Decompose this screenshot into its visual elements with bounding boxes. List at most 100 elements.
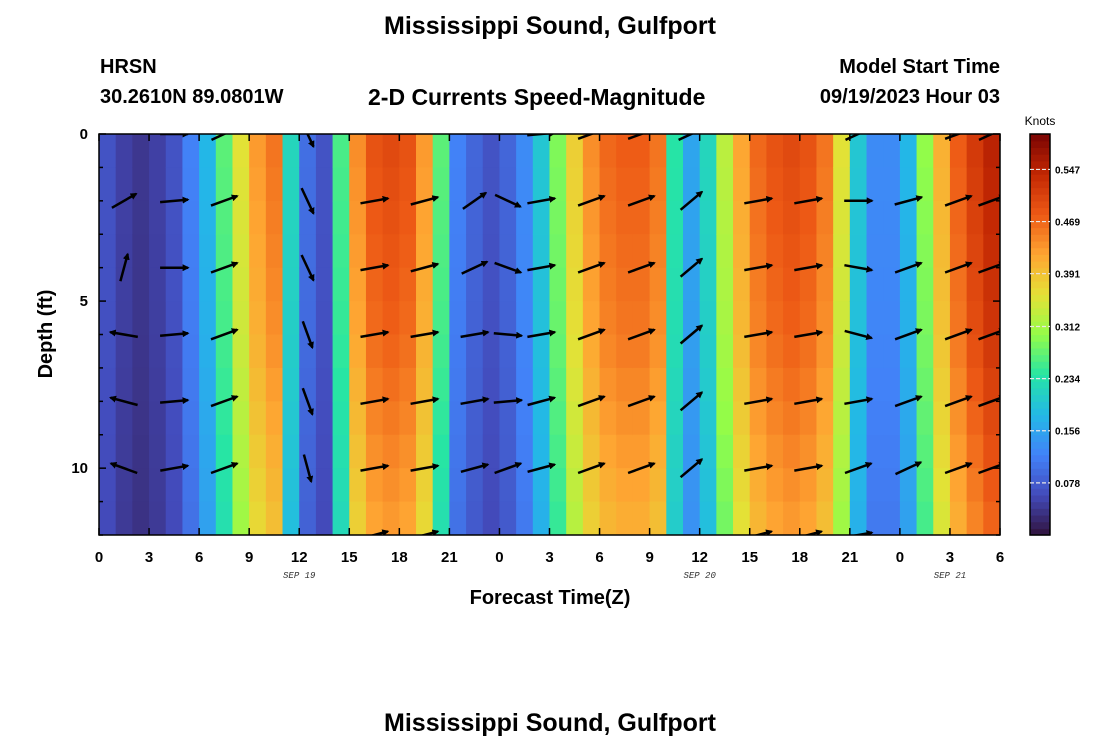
heatmap-cell: [666, 234, 684, 269]
heatmap-cell: [482, 334, 501, 369]
heatmap-cell: [349, 401, 367, 436]
heatmap-cell: [182, 367, 200, 402]
heatmap-cell: [482, 134, 501, 169]
heatmap-cell: [616, 301, 634, 336]
current-arrow: [160, 463, 190, 472]
heatmap-cell: [449, 301, 467, 336]
heatmap-cell: [883, 434, 901, 469]
current-arrow: [577, 261, 606, 274]
heatmap-cell: [466, 167, 484, 202]
heatmap-cell: [532, 301, 551, 336]
station-id: HRSN: [100, 56, 157, 78]
heatmap-cell: [499, 401, 517, 436]
heatmap-cell: [199, 401, 217, 436]
heatmap-cell: [749, 200, 768, 235]
heatmap-cell: [499, 200, 517, 235]
current-arrow: [527, 195, 557, 205]
heatmap-cell: [916, 434, 934, 469]
heatmap-cell: [149, 267, 167, 302]
colorbar-segment: [1030, 294, 1050, 302]
heatmap-cell: [933, 234, 951, 269]
x-tick-label: 18: [791, 549, 808, 566]
heatmap-cell: [416, 134, 434, 169]
heatmap-cell: [132, 134, 150, 169]
heatmap-cell: [616, 468, 634, 503]
heatmap-cell: [566, 134, 584, 169]
current-arrow: [360, 195, 390, 205]
heatmap-cell: [899, 167, 918, 202]
colorbar-segment: [1030, 307, 1050, 316]
heatmap-cell: [149, 167, 167, 202]
x-tick-label: 3: [946, 549, 954, 566]
heatmap-cell: [332, 200, 350, 235]
heatmap-cell: [816, 234, 834, 269]
y-tick-label: 10: [71, 460, 88, 477]
heatmap-cell: [149, 434, 167, 469]
heatmap-cell: [149, 367, 167, 402]
heatmap-cell: [99, 401, 117, 436]
heatmap-cell: [449, 367, 467, 402]
colorbar-segment: [1030, 421, 1050, 429]
heatmap-cell: [716, 367, 734, 402]
current-arrow: [894, 261, 923, 274]
heatmap-cell: [265, 200, 284, 235]
heatmap-cell: [716, 334, 734, 369]
heatmap-cell: [733, 301, 751, 336]
heatmap-cell: [966, 367, 984, 402]
heatmap-cell: [883, 401, 901, 436]
heatmap-cell: [365, 334, 384, 369]
heatmap-cell: [449, 334, 467, 369]
heatmap-cell: [199, 267, 217, 302]
heatmap-cell: [432, 401, 450, 436]
heatmap-cell: [649, 434, 667, 469]
colorbar-segment: [1030, 147, 1050, 155]
colorbar-segment: [1030, 428, 1050, 436]
heatmap-cell: [182, 301, 200, 336]
heatmap-cell: [899, 401, 918, 436]
heatmap-cell: [482, 401, 501, 436]
heatmap-cell: [699, 134, 717, 169]
current-arrow: [159, 397, 190, 405]
heatmap-cell: [132, 434, 150, 469]
heatmap-cell: [516, 167, 534, 202]
colorbar-segment: [1030, 387, 1050, 396]
heatmap-cell: [933, 501, 951, 535]
heatmap-cell: [549, 367, 567, 402]
x-date-label: SEP 20: [683, 571, 716, 581]
heatmap-cell: [649, 267, 667, 302]
heatmap-cell: [783, 434, 801, 469]
heatmap-cell: [282, 200, 300, 235]
y-axis-label: Depth (ft): [35, 290, 57, 379]
current-arrow: [527, 329, 557, 339]
axes: 0 3 6 9 12 15 18 21 0 3 6 9 12 15 18 21 0 3 6 SEP 19 SEP 20 S…: [71, 126, 1004, 581]
heatmap-cell: [516, 401, 534, 436]
current-arrow: [944, 261, 973, 274]
heatmap-cell: [432, 167, 450, 202]
colorbar-segment: [1030, 180, 1050, 189]
current-arrow: [744, 463, 774, 472]
heatmap-cell: [983, 401, 1000, 436]
heatmap-cell: [933, 301, 951, 336]
heatmap-cell: [199, 367, 217, 402]
heatmap-cell: [833, 301, 851, 336]
current-arrow: [844, 263, 874, 273]
colorbar-segment: [1030, 240, 1050, 249]
heatmap-cell: [916, 334, 934, 369]
heatmap-cell: [749, 367, 768, 402]
heatmap-cell: [449, 434, 467, 469]
heatmap-cell: [616, 367, 634, 402]
heatmap-cell: [215, 134, 234, 169]
heatmap-cell: [382, 468, 400, 503]
heatmap-cell: [766, 234, 784, 269]
heatmap-cell: [682, 334, 701, 369]
heatmap-cell: [332, 301, 350, 336]
current-arrow: [844, 396, 874, 406]
heatmap-cell: [949, 301, 968, 336]
heatmap-cell: [299, 501, 317, 535]
heatmap-cell: [382, 301, 400, 336]
heatmap-cell: [599, 301, 617, 336]
colorbar-frame: [1029, 133, 1051, 536]
heatmap-cell: [883, 167, 901, 202]
heatmap-cell: [265, 434, 284, 469]
heatmap-cell: [165, 401, 184, 436]
